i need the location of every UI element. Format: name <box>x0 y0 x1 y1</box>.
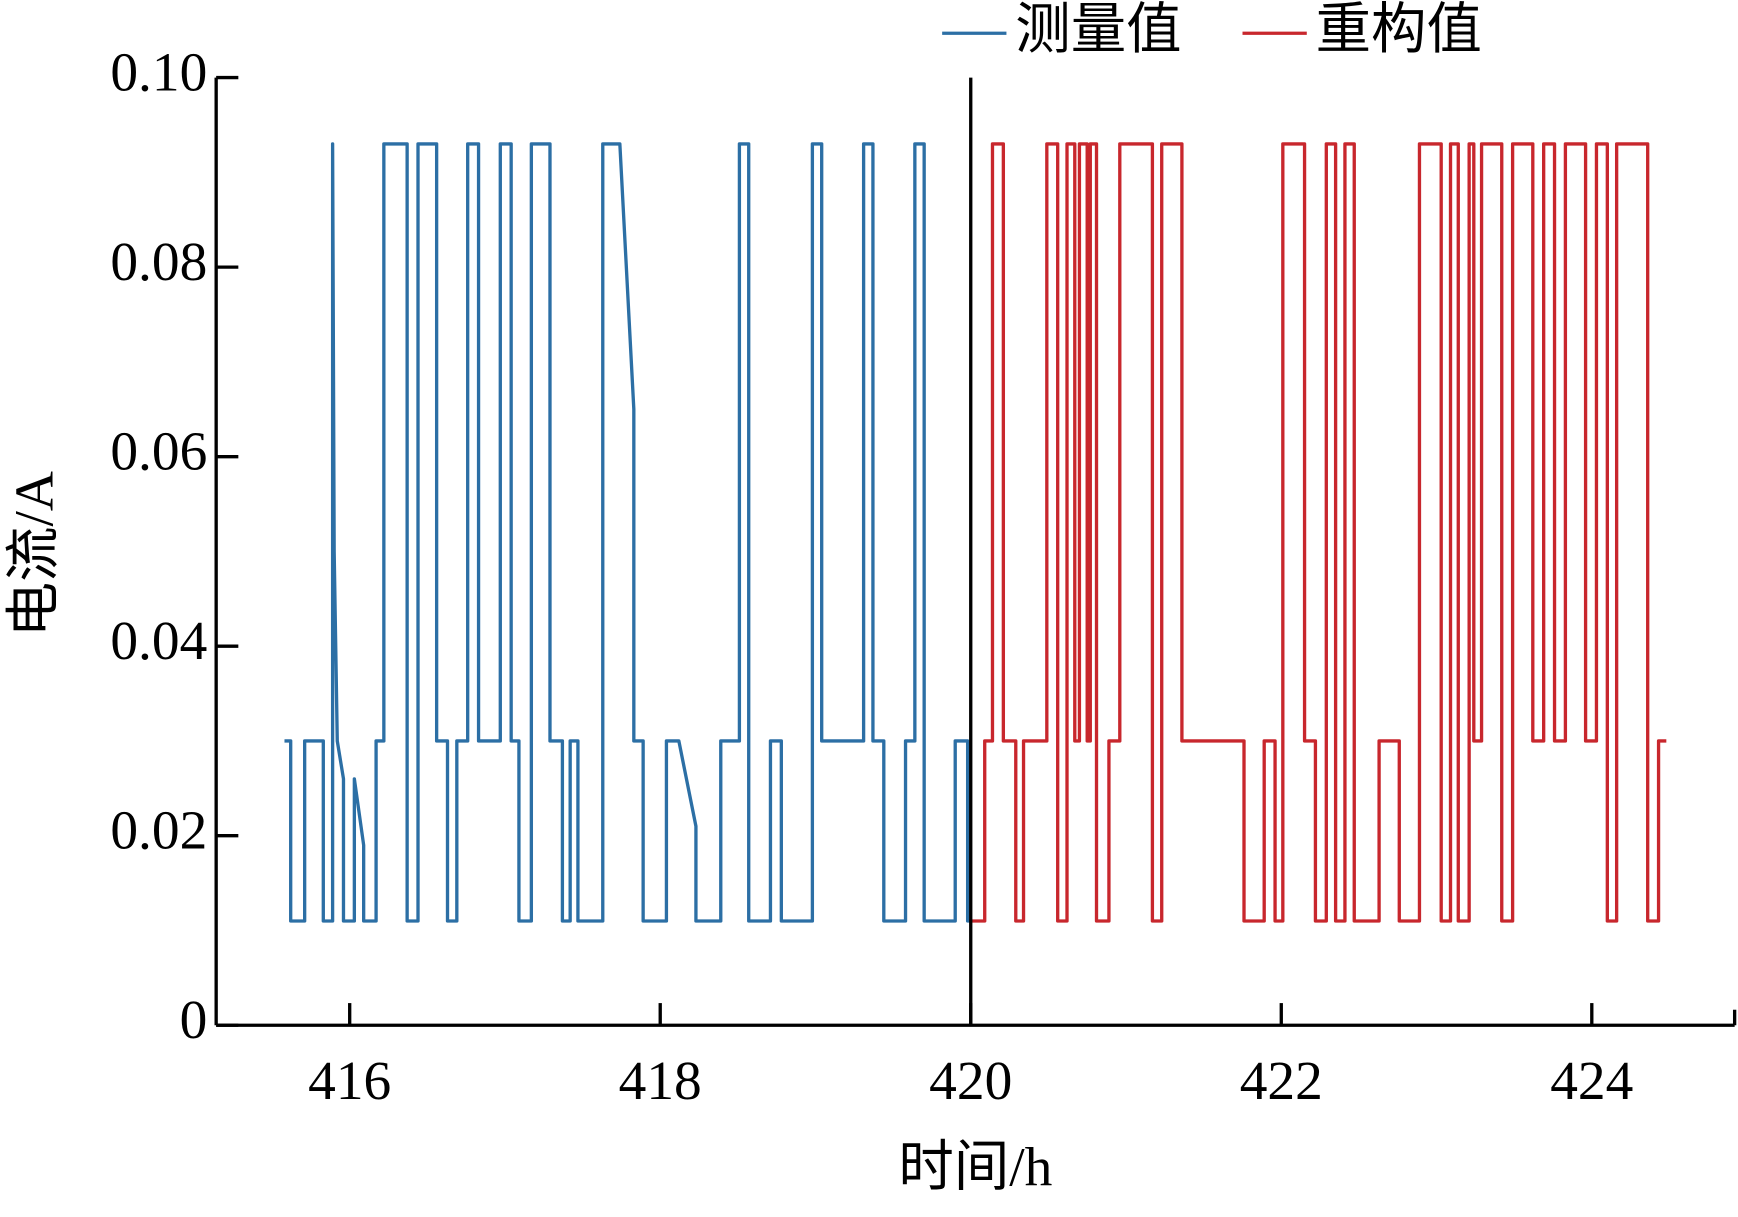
x-axis-label: 时间/h <box>898 1136 1052 1197</box>
y-tick-label: 0 <box>180 989 208 1050</box>
x-tick-label: 416 <box>308 1050 391 1111</box>
y-tick-label: 0.08 <box>110 231 207 292</box>
x-tick-label: 422 <box>1240 1050 1323 1111</box>
x-tick-label: 424 <box>1550 1050 1633 1111</box>
series-line <box>970 142 1667 923</box>
y-axis-label: 电流/A <box>4 471 65 637</box>
y-tick-label: 0.10 <box>110 41 207 102</box>
x-tick-label: 418 <box>619 1050 702 1111</box>
series-line <box>284 142 971 923</box>
y-tick-label: 0.04 <box>110 610 207 671</box>
legend-label: 重构值 <box>1316 0 1482 60</box>
y-tick-label: 0.06 <box>110 420 207 481</box>
y-tick-label: 0.02 <box>110 799 207 860</box>
x-tick-label: 420 <box>929 1050 1012 1111</box>
legend-label: 测量值 <box>1015 0 1181 60</box>
